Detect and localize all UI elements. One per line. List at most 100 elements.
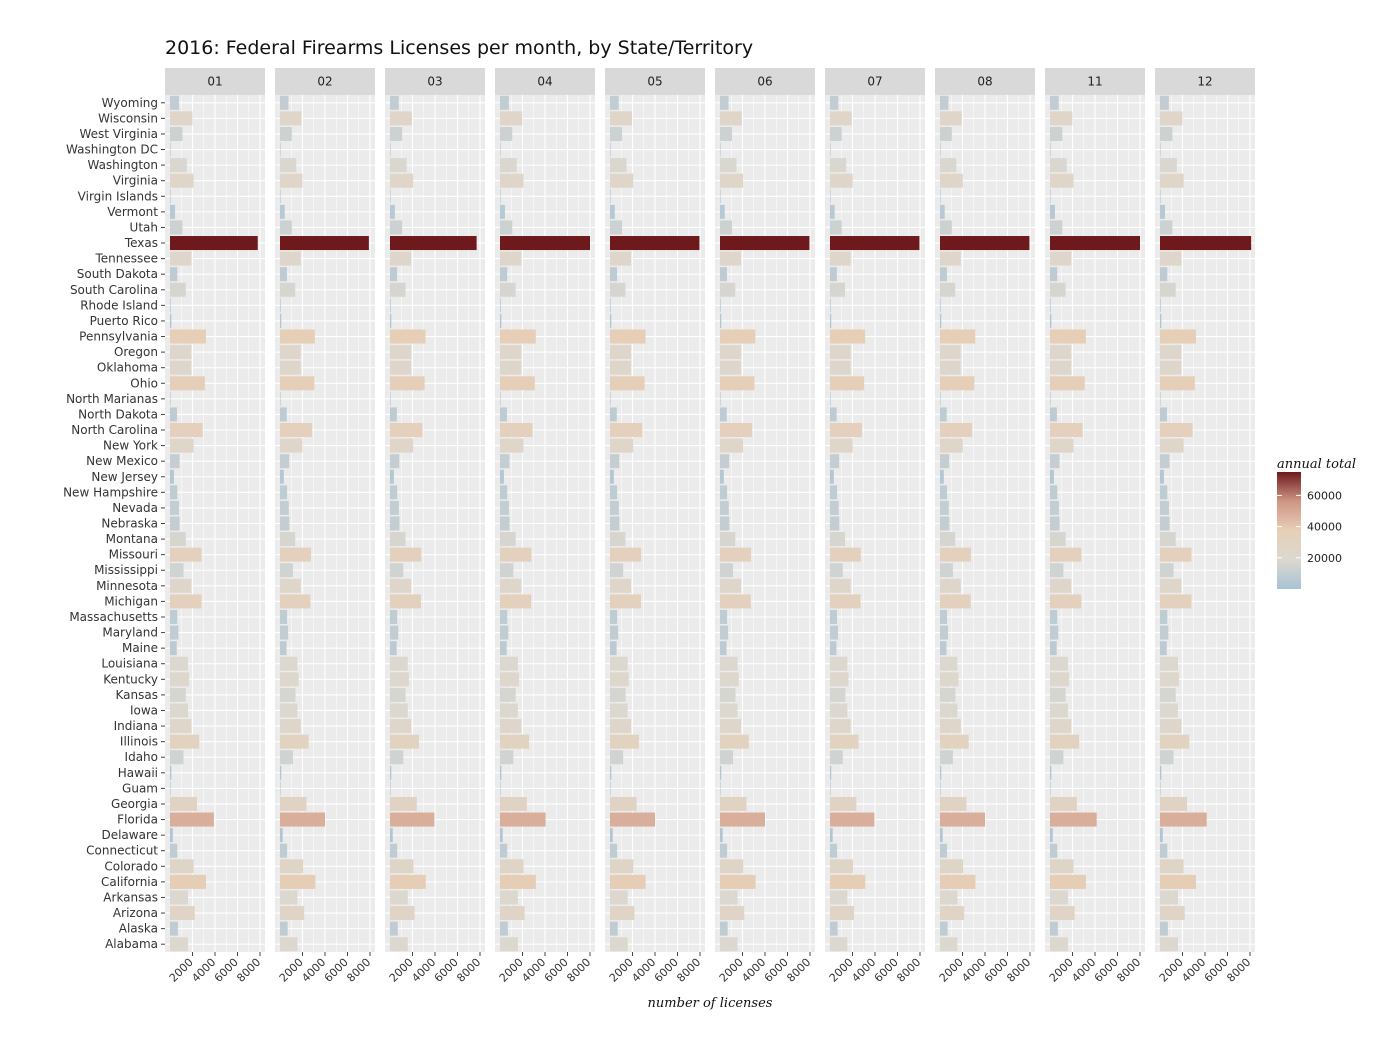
bar-05-louisiana <box>610 656 628 671</box>
bar-05-kentucky <box>610 672 629 687</box>
bar-06-new-jersey <box>720 469 724 484</box>
y-tick-label-montana: Montana <box>106 532 158 546</box>
bar-06-tennessee <box>720 251 741 266</box>
bar-01-montana <box>170 532 186 547</box>
bar-08-california <box>940 874 976 889</box>
bar-02-tennessee <box>280 251 301 266</box>
bar-01-west-virginia <box>170 126 183 141</box>
facet-strip-label: 02 <box>317 75 332 89</box>
x-tick-label: 2000 <box>827 956 856 985</box>
bar-04-connecticut <box>500 843 508 858</box>
bar-06-south-dakota <box>720 267 727 282</box>
bar-11-arkansas <box>1050 890 1068 905</box>
x-tick-label: 4000 <box>849 956 878 985</box>
bar-01-wyoming <box>170 95 179 110</box>
bar-07-missouri <box>830 547 861 562</box>
bar-08-colorado <box>940 859 964 874</box>
y-tick-label-puerto-rico: Puerto Rico <box>90 314 158 328</box>
bar-03-florida <box>390 812 435 827</box>
y-tick-label-iowa: Iowa <box>130 703 158 717</box>
bar-05-washington <box>610 158 627 173</box>
bar-05-missouri <box>610 547 642 562</box>
y-tick-label-arizona: Arizona <box>113 906 158 920</box>
y-tick-label-north-carolina: North Carolina <box>71 423 158 437</box>
bar-01-oklahoma <box>170 360 192 375</box>
bar-08-arkansas <box>940 890 958 905</box>
y-tick-label-alaska: Alaska <box>119 922 158 936</box>
bar-02-maine <box>280 641 287 656</box>
bar-05-connecticut <box>610 843 618 858</box>
bar-06-north-marianas <box>720 391 721 406</box>
bar-04-arkansas <box>500 890 518 905</box>
bar-01-maine <box>170 641 177 656</box>
bar-11-louisiana <box>1050 656 1068 671</box>
y-tick-label-north-marianas: North Marianas <box>66 392 158 406</box>
bar-02-north-carolina <box>280 422 313 438</box>
bar-03-connecticut <box>390 843 398 858</box>
facet-strip-label: 07 <box>867 75 882 89</box>
y-tick-label-guam: Guam <box>122 781 158 795</box>
bar-03-michigan <box>390 594 421 609</box>
bar-07-virginia <box>830 173 853 188</box>
bar-03-wisconsin <box>390 111 412 126</box>
bar-11-texas <box>1050 236 1140 251</box>
facet-strip <box>495 68 595 95</box>
bar-07-massachusetts <box>830 609 838 625</box>
bar-02-south-dakota <box>280 267 287 282</box>
bar-03-ohio <box>390 376 425 391</box>
bar-08-iowa <box>940 703 958 718</box>
bar-06-indiana <box>720 719 741 734</box>
bar-08-delaware <box>940 828 943 843</box>
bar-11-north-dakota <box>1050 407 1057 422</box>
bar-04-rhode-island <box>500 298 501 313</box>
bar-05-nebraska <box>610 516 620 531</box>
bar-08-new-jersey <box>940 469 944 484</box>
y-tick-label-ohio: Ohio <box>130 376 158 390</box>
bar-03-oklahoma <box>390 360 412 375</box>
bar-05-washington-dc <box>610 142 611 157</box>
bar-08-connecticut <box>940 843 948 858</box>
bar-06-louisiana <box>720 656 738 671</box>
bar-01-idaho <box>170 750 184 765</box>
bar-03-illinois <box>390 734 420 749</box>
bar-11-maryland <box>1050 625 1059 640</box>
bar-12-california <box>1160 874 1196 889</box>
bar-05-ohio <box>610 376 645 391</box>
y-tick-label-maine: Maine <box>122 641 158 655</box>
bar-06-california <box>720 874 756 889</box>
x-tick-label: 2000 <box>717 956 746 985</box>
y-tick-label-colorado: Colorado <box>104 859 158 873</box>
bar-12-indiana <box>1160 719 1182 734</box>
bar-12-new-mexico <box>1160 454 1170 469</box>
y-tick-label-illinois: Illinois <box>120 735 158 749</box>
facet-strip <box>605 68 705 95</box>
bar-02-idaho <box>280 750 293 765</box>
facet-strip <box>165 68 265 95</box>
bar-12-idaho <box>1160 750 1174 765</box>
bar-07-delaware <box>830 828 833 843</box>
bar-02-new-jersey <box>280 469 284 484</box>
bar-02-georgia <box>280 796 307 811</box>
bar-11-alaska <box>1050 921 1058 936</box>
y-tick-label-new-hampshire: New Hampshire <box>63 485 158 499</box>
bar-03-vermont <box>390 204 395 219</box>
bar-02-washington <box>280 158 297 173</box>
bar-06-illinois <box>720 734 749 749</box>
bar-06-north-carolina <box>720 422 753 438</box>
bar-12-minnesota <box>1160 578 1182 593</box>
bar-07-idaho <box>830 750 843 765</box>
bar-03-nevada <box>390 500 399 515</box>
y-tick-label-massachusetts: Massachusetts <box>69 610 158 624</box>
bar-03-minnesota <box>390 578 412 593</box>
bar-11-washington-dc <box>1050 142 1051 157</box>
bar-03-kentucky <box>390 672 409 687</box>
bar-11-virgin-islands <box>1050 189 1051 204</box>
bar-04-north-carolina <box>500 422 533 438</box>
bar-05-north-carolina <box>610 422 643 438</box>
bar-04-georgia <box>500 796 527 811</box>
bar-01-georgia <box>170 796 197 811</box>
bar-02-new-york <box>280 438 303 453</box>
